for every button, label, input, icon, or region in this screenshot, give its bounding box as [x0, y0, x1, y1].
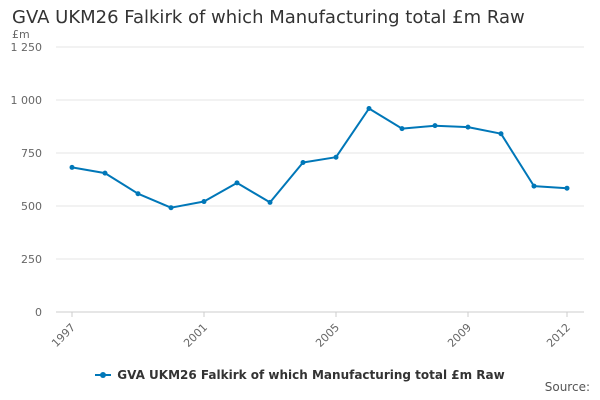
data-point[interactable]	[432, 123, 438, 129]
y-tick-label: 0	[35, 306, 42, 319]
data-point[interactable]	[234, 180, 240, 186]
gridlines	[56, 46, 584, 313]
legend[interactable]: GVA UKM26 Falkirk of which Manufacturing…	[0, 365, 600, 382]
y-tick-label: 500	[21, 200, 42, 213]
data-point[interactable]	[399, 126, 405, 132]
data-point[interactable]	[300, 160, 306, 166]
data-point[interactable]	[366, 105, 372, 111]
x-tick-label: 2012	[544, 321, 573, 350]
legend-label: GVA UKM26 Falkirk of which Manufacturing…	[117, 368, 505, 382]
x-tick-label: 1997	[49, 321, 78, 350]
series-group	[69, 105, 570, 211]
y-axis-ticks: 0 250 500 750 1 000 1 250	[11, 41, 43, 319]
data-point[interactable]	[168, 205, 174, 211]
y-tick-label: 1 250	[11, 41, 43, 54]
y-tick-label: 1 000	[11, 94, 43, 107]
y-axis-unit: £m	[12, 28, 30, 41]
data-point[interactable]	[531, 183, 537, 189]
y-tick-label: 750	[21, 147, 42, 160]
data-point[interactable]	[333, 154, 339, 160]
data-point[interactable]	[564, 185, 570, 191]
source-label[interactable]: Source:	[544, 380, 590, 394]
data-point[interactable]	[135, 191, 141, 197]
chart-title: GVA UKM26 Falkirk of which Manufacturing…	[12, 7, 525, 28]
x-tick-label: 2005	[313, 321, 342, 350]
legend-swatch	[95, 372, 112, 378]
data-point[interactable]	[201, 199, 207, 205]
x-tick-label: 2001	[181, 321, 210, 350]
data-point[interactable]	[498, 131, 504, 137]
data-point[interactable]	[465, 124, 471, 130]
y-tick-label: 250	[21, 253, 42, 266]
series-line	[71, 107, 568, 209]
x-axis-ticks: 1997 2001 2005 2009 2012	[49, 312, 573, 350]
x-tick-label: 2009	[445, 321, 474, 350]
data-point[interactable]	[267, 199, 273, 205]
data-point[interactable]	[69, 164, 75, 170]
data-point[interactable]	[102, 170, 108, 176]
